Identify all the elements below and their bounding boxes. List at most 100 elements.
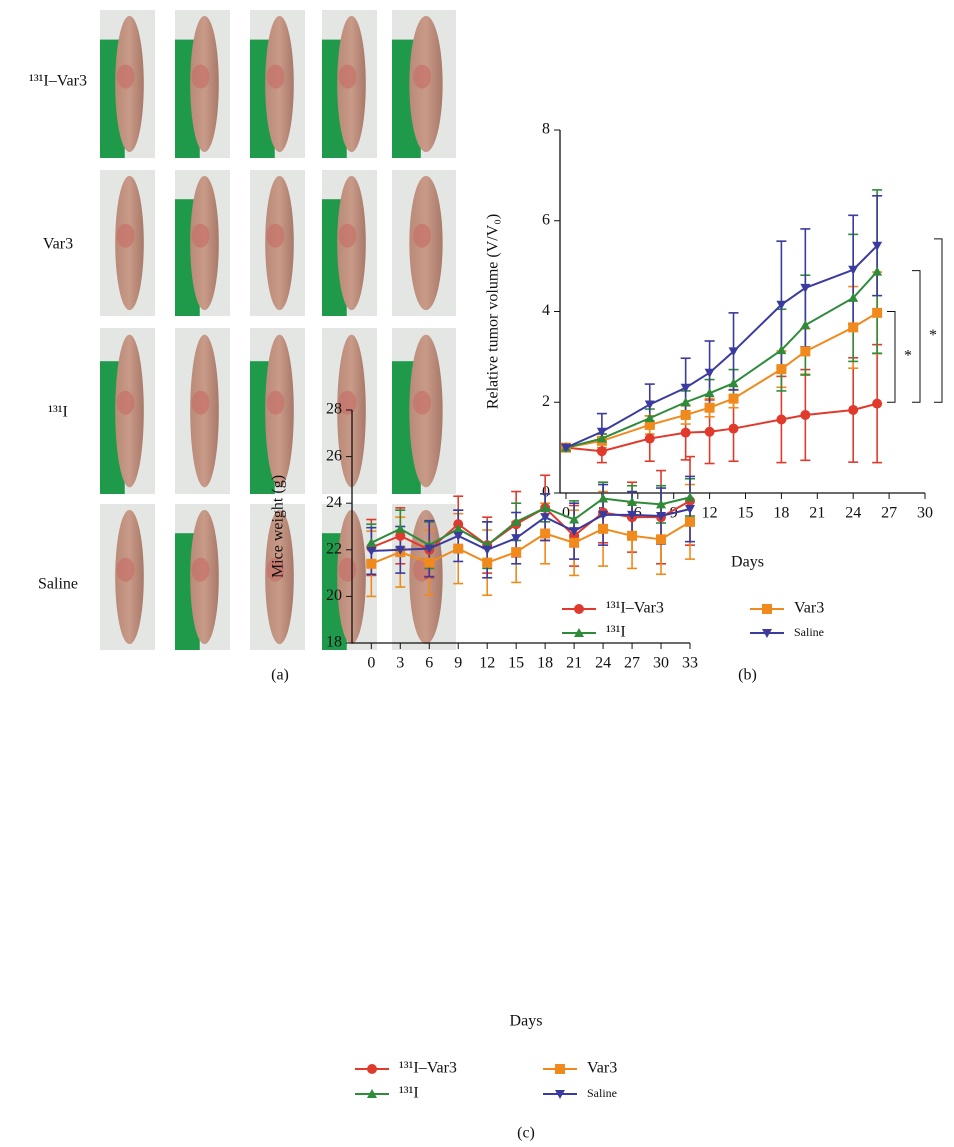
- point: [872, 241, 883, 251]
- point: [644, 413, 655, 423]
- significance-bracket: [912, 270, 921, 403]
- point: [569, 514, 580, 524]
- point: [424, 557, 435, 568]
- point: [656, 499, 667, 509]
- y-tick-label: 4: [542, 302, 550, 319]
- point: [366, 537, 377, 547]
- point: [776, 414, 787, 425]
- panel-caption: (c): [517, 1125, 535, 1142]
- photo-tumor: [266, 64, 285, 89]
- chart: 02468036912151821242730DaysRelative tumo…: [485, 121, 943, 684]
- legend-label: ¹³¹I–Var3: [606, 600, 664, 617]
- row-label: ¹³¹I–Var3: [29, 73, 87, 90]
- significance-bracket: [934, 238, 943, 403]
- point: [685, 516, 695, 527]
- point: [598, 510, 609, 520]
- x-axis-label: Days: [731, 554, 764, 571]
- series-line: [565, 402, 878, 453]
- x-tick-label: 9: [454, 655, 462, 672]
- point: [704, 388, 715, 398]
- panel-caption: (a): [271, 667, 289, 684]
- y-tick-label: 20: [326, 587, 342, 604]
- point: [540, 502, 551, 512]
- point: [482, 557, 493, 568]
- point: [482, 545, 493, 555]
- x-tick-label: 6: [425, 655, 433, 672]
- point: [453, 543, 464, 554]
- point: [872, 307, 883, 318]
- photo-tumor: [266, 557, 285, 582]
- photo-tumor: [338, 557, 357, 582]
- point: [644, 433, 655, 444]
- point: [644, 400, 655, 410]
- point: [395, 523, 406, 533]
- series-line: [565, 245, 878, 449]
- point: [776, 300, 787, 310]
- photo-tumor: [266, 390, 285, 415]
- photo-tumor: [191, 557, 210, 582]
- row-label: Saline: [38, 576, 78, 593]
- photo-tumor: [338, 64, 357, 89]
- y-tick-label: 22: [326, 540, 342, 557]
- point: [656, 512, 667, 522]
- point: [728, 378, 739, 388]
- point: [800, 283, 811, 293]
- photo-tumor: [116, 557, 135, 582]
- point: [680, 383, 691, 393]
- y-tick-label: 28: [326, 401, 342, 418]
- x-tick-label: 27: [624, 655, 640, 672]
- photo-grid: [100, 10, 456, 650]
- point: [848, 292, 859, 302]
- legend-label: Var3: [587, 1060, 617, 1077]
- point: [627, 497, 638, 507]
- point: [704, 402, 715, 413]
- y-axis-label: Relative tumor volume (V/V₀): [485, 214, 502, 409]
- point: [596, 427, 607, 437]
- point: [366, 558, 377, 569]
- series-line: [370, 496, 691, 547]
- photo-tumor: [191, 223, 210, 248]
- point: [560, 443, 571, 453]
- point: [540, 513, 551, 523]
- point: [704, 368, 715, 378]
- series-line: [565, 270, 878, 449]
- x-tick-label: 21: [566, 655, 582, 672]
- point: [680, 397, 691, 407]
- x-tick-label: 27: [881, 505, 897, 522]
- legend-label: ¹³¹I: [399, 1085, 419, 1102]
- y-tick-label: 18: [326, 634, 342, 651]
- row-label: Var3: [43, 236, 73, 253]
- y-tick-label: 24: [326, 494, 342, 511]
- legend-label: Var3: [794, 600, 824, 617]
- point: [598, 493, 609, 503]
- point: [395, 530, 406, 541]
- legend-marker: [367, 1089, 377, 1098]
- y-tick-label: 26: [326, 447, 342, 464]
- point: [598, 523, 609, 534]
- point: [424, 544, 435, 554]
- legend-label: Saline: [587, 1086, 617, 1100]
- x-tick-label: 33: [682, 655, 698, 672]
- point: [800, 409, 811, 420]
- point: [395, 545, 406, 555]
- point: [627, 530, 638, 541]
- x-tick-label: 18: [537, 655, 553, 672]
- point: [776, 364, 787, 375]
- y-tick-label: 0: [542, 484, 550, 501]
- point: [511, 534, 522, 544]
- point: [644, 419, 655, 430]
- legend-label: ¹³¹I: [606, 624, 626, 641]
- x-tick-label: 15: [737, 505, 753, 522]
- photo-tumor: [116, 223, 135, 248]
- legend-marker: [762, 604, 772, 614]
- point: [540, 528, 551, 539]
- x-tick-label: 24: [595, 655, 611, 672]
- point: [569, 537, 580, 548]
- x-tick-label: 6: [634, 505, 642, 522]
- photo-tumor: [266, 223, 285, 248]
- y-tick-label: 8: [542, 121, 550, 138]
- photo-tumor: [413, 64, 431, 89]
- legend-marker: [574, 628, 584, 637]
- y-axis-label: Mice weight (g): [270, 475, 287, 578]
